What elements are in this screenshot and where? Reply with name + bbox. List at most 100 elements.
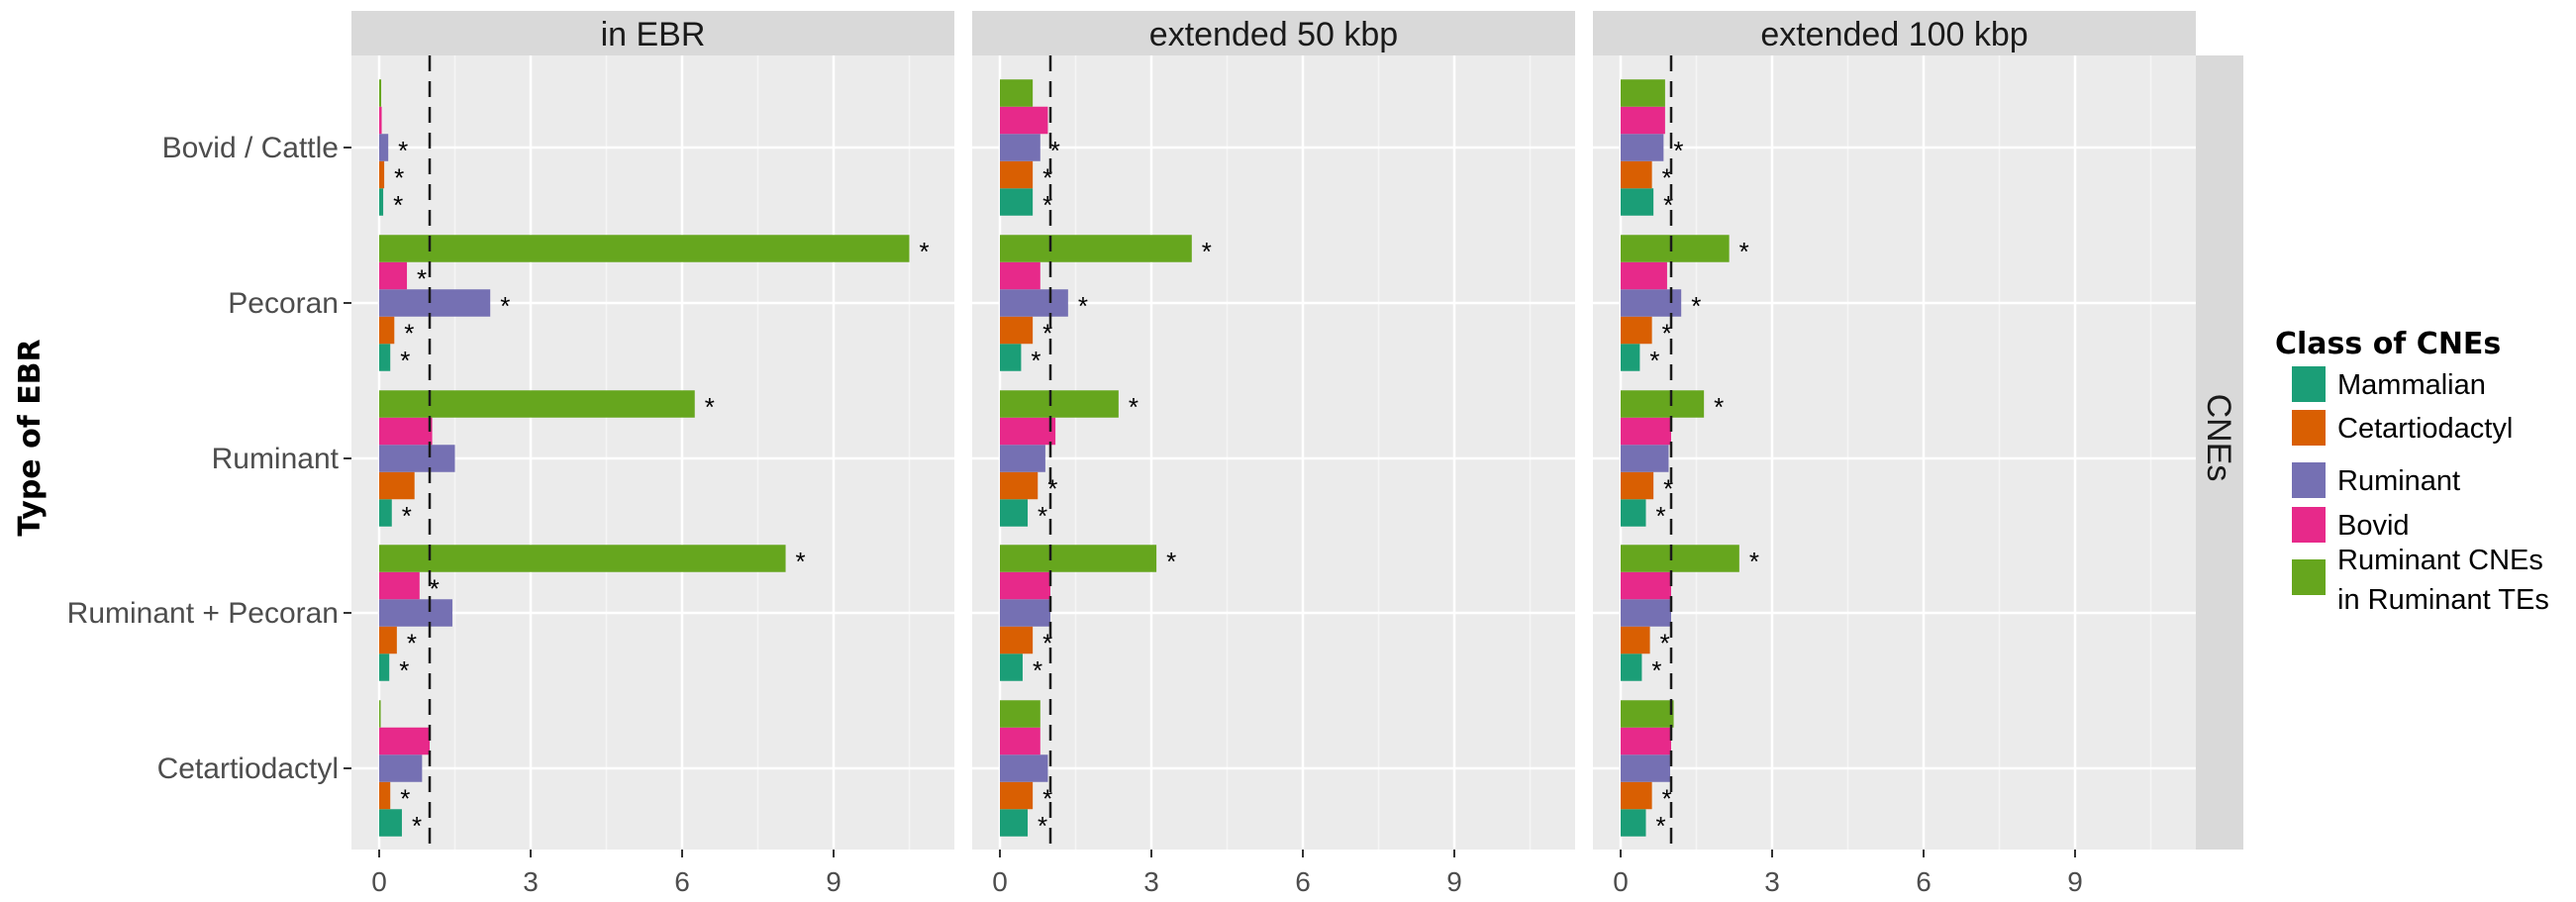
bar-cetartiodactyl-ruminant	[379, 754, 423, 782]
y-axis-title: Type of EBR	[13, 339, 48, 536]
row-strip-label: CNEs	[2200, 394, 2237, 482]
bar-pecoran-bovid	[379, 261, 408, 290]
significance-star: *	[1749, 547, 1759, 576]
bar-ruminant-pecoran-mammalian	[1000, 653, 1023, 681]
bar-ruminant-pecoran-cetartiodactyl	[379, 626, 397, 654]
legend-key-3	[2292, 462, 2326, 498]
significance-star: *	[1033, 655, 1042, 685]
bar-bovid-cattle-ruminant-cnes	[1621, 79, 1665, 107]
bar-bovid-cattle-ruminant	[1621, 134, 1664, 161]
legend-label-4: Bovid	[2337, 510, 2410, 542]
bar-ruminant-pecoran-cetartiodactyl	[1621, 626, 1650, 654]
significance-star: *	[1660, 629, 1670, 658]
x-tick-label: 9	[1446, 866, 1462, 897]
bar-pecoran-cetartiodactyl	[379, 316, 395, 345]
row-strip	[2196, 55, 2243, 850]
significance-star: *	[1050, 136, 1060, 165]
bar-ruminant-bovid	[1621, 417, 1671, 446]
y-tick-label: Ruminant + Pecoran	[67, 597, 339, 630]
significance-star: *	[1038, 811, 1047, 841]
legend-label-3: Ruminant	[2337, 465, 2460, 497]
bar-cetartiodactyl-mammalian	[1000, 809, 1029, 837]
x-tick-label: 3	[523, 866, 539, 897]
bar-pecoran-bovid	[1621, 261, 1667, 290]
significance-star: *	[1078, 291, 1088, 321]
bar-ruminant-pecoran-ruminant-cnes	[379, 545, 786, 572]
significance-star: *	[1042, 163, 1052, 193]
bar-pecoran-mammalian	[379, 344, 391, 371]
panel-strip-3	[1593, 11, 2196, 55]
bar-pecoran-cetartiodactyl	[1621, 316, 1652, 345]
bar-bovid-cattle-mammalian	[1000, 188, 1034, 216]
bar-ruminant-pecoran-mammalian	[1621, 653, 1642, 681]
bar-pecoran-bovid	[1000, 261, 1040, 290]
significance-star: *	[1656, 811, 1666, 841]
bar-cetartiodactyl-ruminant	[1000, 754, 1048, 782]
bar-cetartiodactyl-mammalian	[379, 809, 402, 837]
significance-star: *	[1042, 629, 1052, 658]
significance-star: *	[1649, 346, 1659, 375]
significance-star: *	[1166, 547, 1176, 576]
x-tick-label: 9	[826, 866, 842, 897]
bar-pecoran-mammalian	[1621, 344, 1640, 371]
significance-star: *	[402, 501, 412, 531]
legend-key-2	[2292, 410, 2326, 446]
significance-star: *	[394, 163, 404, 193]
legend-label-line: Ruminant	[2337, 465, 2460, 497]
bar-pecoran-ruminant-cnes	[379, 235, 910, 262]
significance-star: *	[796, 547, 806, 576]
panel-background-2	[972, 55, 1575, 850]
x-tick-label: 0	[371, 866, 387, 897]
significance-star: *	[398, 136, 408, 165]
panel-strip-1	[351, 11, 954, 55]
bar-bovid-cattle-cetartiodactyl	[379, 160, 385, 189]
bar-ruminant-pecoran-bovid	[1000, 571, 1050, 600]
bar-pecoran-cetartiodactyl	[1000, 316, 1034, 345]
significance-star: *	[1038, 501, 1047, 531]
panel-strip-2	[972, 11, 1575, 55]
bar-ruminant-bovid	[1000, 417, 1056, 446]
significance-star: *	[407, 629, 417, 658]
bar-ruminant-ruminant	[1621, 445, 1669, 472]
bar-cetartiodactyl-mammalian	[1621, 809, 1646, 837]
significance-star: *	[1739, 237, 1749, 266]
bar-pecoran-ruminant-cnes	[1621, 235, 1730, 262]
bar-bovid-cattle-bovid	[379, 106, 382, 135]
bar-ruminant-ruminant-cnes	[1000, 390, 1119, 418]
bar-ruminant-pecoran-ruminant	[379, 599, 452, 627]
legend-key-5	[2292, 559, 2326, 595]
significance-star: *	[1047, 474, 1057, 504]
bar-ruminant-pecoran-mammalian	[379, 653, 390, 681]
significance-star: *	[1662, 784, 1672, 814]
significance-star: *	[1662, 319, 1672, 349]
legend-label-line: Cetartiodactyl	[2337, 413, 2513, 445]
significance-star: *	[400, 784, 410, 814]
bar-cetartiodactyl-bovid	[379, 727, 430, 755]
bar-cetartiodactyl-cetartiodactyl	[1621, 781, 1652, 810]
bar-ruminant-ruminant	[379, 445, 455, 472]
legend-label-1: Mammalian	[2337, 369, 2486, 401]
bar-cetartiodactyl-cetartiodactyl	[1000, 781, 1034, 810]
bar-ruminant-cetartiodactyl	[379, 471, 415, 500]
bar-ruminant-mammalian	[379, 499, 392, 527]
significance-star: *	[399, 655, 409, 685]
bar-ruminant-pecoran-cetartiodactyl	[1000, 626, 1034, 654]
bar-cetartiodactyl-ruminant-cnes	[1000, 700, 1040, 728]
bar-bovid-cattle-mammalian	[379, 188, 384, 216]
significance-star: *	[920, 237, 930, 266]
bar-pecoran-mammalian	[1000, 344, 1022, 371]
panel-background-3	[1593, 55, 2196, 850]
significance-star: *	[400, 346, 410, 375]
legend-label-5: Ruminant CNEs in Ruminant TEs	[2337, 545, 2549, 616]
significance-star: *	[1042, 190, 1052, 220]
significance-star: *	[1042, 319, 1052, 349]
bar-ruminant-cetartiodactyl	[1000, 471, 1039, 500]
bar-ruminant-pecoran-ruminant-cnes	[1000, 545, 1157, 572]
x-tick-label: 3	[1143, 866, 1159, 897]
x-tick-label: 6	[1916, 866, 1932, 897]
bar-bovid-cattle-ruminant	[1000, 134, 1040, 161]
significance-star: *	[404, 319, 414, 349]
y-tick-label: Bovid / Cattle	[162, 132, 339, 164]
significance-star: *	[1202, 237, 1212, 266]
significance-star: *	[1663, 474, 1673, 504]
